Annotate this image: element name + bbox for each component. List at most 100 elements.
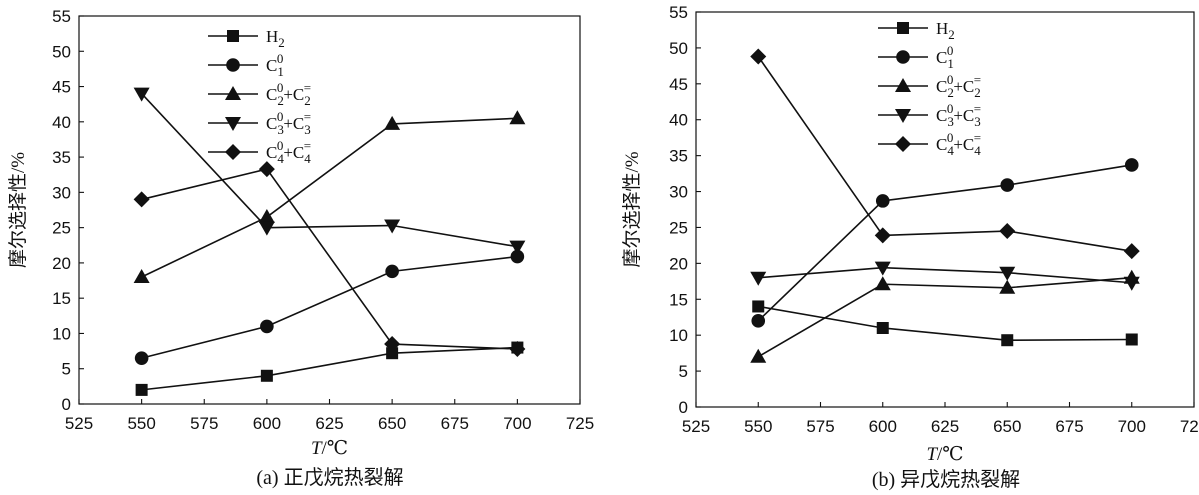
b-data-point xyxy=(750,348,767,363)
a-series-markers-5 xyxy=(133,161,526,357)
legend-label-5: C40+C4= xyxy=(266,138,311,166)
b-y-tick-label: 5 xyxy=(679,362,688,381)
legend-label-4: C30+C3= xyxy=(936,101,981,129)
b-data-point xyxy=(1125,333,1138,346)
a-x-tick-label: 625 xyxy=(315,414,343,433)
b-x-tick-label: 650 xyxy=(993,417,1021,436)
a-series-line-4 xyxy=(141,93,518,248)
a-caption: (a) 正戊烷热裂解 xyxy=(256,466,403,489)
a-y-tick-label: 45 xyxy=(52,78,71,97)
b-y-tick-label: 15 xyxy=(669,290,688,309)
legend-label-3: C20+C2= xyxy=(936,72,981,100)
a-legend-marker xyxy=(227,30,239,42)
b-data-point xyxy=(750,48,767,65)
a-data-point xyxy=(385,264,399,279)
a-y-tick-label: 55 xyxy=(52,7,71,26)
b-data-point xyxy=(751,314,766,328)
b-y-tick-label: 20 xyxy=(669,254,688,273)
b-data-point xyxy=(999,223,1016,240)
a-data-point xyxy=(384,115,401,130)
b-y-tick-label: 25 xyxy=(669,218,688,237)
a-data-point xyxy=(260,369,273,382)
b-plot-frame xyxy=(695,11,1195,408)
b-data-point xyxy=(999,266,1016,281)
b-x-tick-label: 700 xyxy=(1118,417,1146,436)
a-data-point xyxy=(134,351,149,365)
b-y-tick-label: 40 xyxy=(669,111,688,130)
legend-label-3: C20+C2= xyxy=(266,80,311,108)
a-y-axis-label: 摩尔选择性/% xyxy=(7,152,29,268)
a-data-point xyxy=(386,347,399,360)
chart-panel-b: 0 5 10 15 20 25 30 35 40 45 50 55 525 550 575 600 625 650… xyxy=(600,0,1199,495)
b-x-tick-label: 625 xyxy=(931,417,959,436)
b-y-axis-label: 摩尔选择性/% xyxy=(621,151,643,267)
b-series-markers-2 xyxy=(751,158,1139,328)
a-plot-frame xyxy=(78,15,581,405)
b-y-tick-label: 10 xyxy=(669,326,688,345)
a-y-tick-label: 10 xyxy=(52,324,71,343)
a-legend-marker xyxy=(225,86,241,100)
b-data-point xyxy=(752,300,765,313)
legend-label-1: H2 xyxy=(266,27,285,50)
a-data-point xyxy=(510,249,525,264)
b-series-markers-1 xyxy=(752,300,1138,347)
a-data-point xyxy=(133,191,150,208)
a-data-point xyxy=(133,87,150,102)
a-y-tick-label: 40 xyxy=(52,113,71,132)
b-data-point xyxy=(874,227,891,244)
a-series-markers-2 xyxy=(134,249,525,365)
a-x-tick-label: 525 xyxy=(65,414,93,433)
b-y-tick-label: 0 xyxy=(679,398,688,417)
b-legend-marker xyxy=(895,78,911,92)
a-y-tick-label: 35 xyxy=(52,148,71,167)
a-y-tick-label: 15 xyxy=(52,289,71,308)
b-x-tick-label: 600 xyxy=(869,417,897,436)
b-x-tick-label: 725 xyxy=(1180,417,1199,436)
a-data-point xyxy=(384,219,401,234)
b-data-point xyxy=(1123,276,1140,291)
a-data-point xyxy=(133,269,150,284)
b-series-line-4 xyxy=(758,266,1132,284)
b-x-tick-label: 675 xyxy=(1055,417,1083,436)
b-data-point xyxy=(999,279,1016,294)
b-series-markers-3 xyxy=(750,269,1140,363)
legend-label-5: C40+C4= xyxy=(936,130,981,158)
a-x-tick-label: 600 xyxy=(253,414,281,433)
a-series-line-5 xyxy=(141,168,518,350)
b-x-tick-label: 525 xyxy=(682,417,710,436)
a-data-point xyxy=(509,110,526,125)
a-y-tick-label: 25 xyxy=(52,219,71,238)
legend-label-1: H2 xyxy=(936,19,955,42)
a-data-point xyxy=(260,319,274,334)
b-y-tick-label: 30 xyxy=(669,183,688,202)
b-data-point xyxy=(1000,178,1015,192)
b-caption: (b) 异戊烷热裂解 xyxy=(872,468,1020,491)
a-y-tick-label: 5 xyxy=(62,360,71,379)
a-y-tick-label: 20 xyxy=(52,254,71,273)
a-series-line-1 xyxy=(141,346,518,391)
b-series-line-2 xyxy=(757,164,1132,322)
a-x-tick-label: 725 xyxy=(566,414,594,433)
b-data-point xyxy=(875,194,890,208)
a-x-tick-label: 550 xyxy=(127,414,155,433)
a-y-tick-label: 50 xyxy=(52,42,71,61)
b-series-line-1 xyxy=(758,305,1132,342)
a-data-point xyxy=(258,221,275,236)
b-data-point xyxy=(1123,243,1140,260)
b-data-point xyxy=(874,261,891,276)
b-data-point xyxy=(874,276,891,291)
chart-svg-a: 0 5 10 15 20 25 30 35 40 45 50 55 525 550 575 600 625 650… xyxy=(7,7,594,489)
chart-panel-a: 0 5 10 15 20 25 30 35 40 45 50 55 525 550 575 600 625 650… xyxy=(7,7,594,489)
b-y-tick-label: 35 xyxy=(669,147,688,166)
a-legend-marker xyxy=(225,117,241,131)
b-series-line-3 xyxy=(757,276,1132,358)
b-y-tick-label: 50 xyxy=(669,39,688,58)
a-data-point xyxy=(509,340,526,357)
b-data-point xyxy=(750,271,767,286)
a-data-point xyxy=(135,383,148,396)
a-series-line-3 xyxy=(141,117,518,278)
a-y-tick-label: 0 xyxy=(62,395,71,414)
legend-label-2: C10 xyxy=(266,51,284,79)
